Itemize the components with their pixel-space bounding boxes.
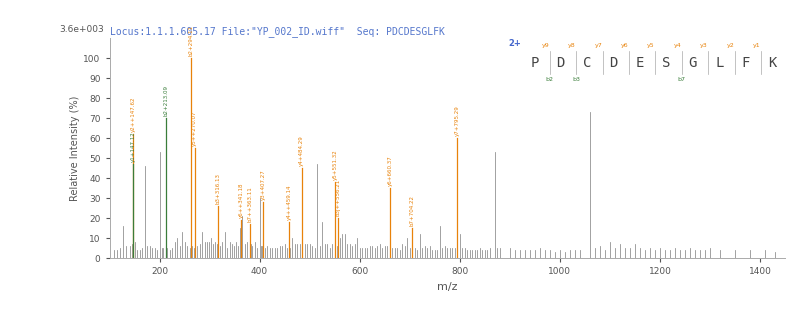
Text: b2: b2 [546,77,554,82]
Text: y4++459.14: y4++459.14 [286,185,292,220]
Text: b2+213.09: b2+213.09 [163,85,169,116]
Text: b7+704.22: b7+704.22 [410,195,414,226]
Text: y1: y1 [753,43,761,48]
Text: y5+551.32: y5+551.32 [333,149,338,180]
Text: L: L [715,56,723,69]
Text: b2+294.11: b2+294.11 [188,25,193,56]
Text: K: K [768,56,776,69]
Text: D: D [610,56,618,69]
Text: b7++363.11: b7++363.11 [247,187,252,222]
Text: b3+316.13: b3+316.13 [215,173,220,204]
Text: y5: y5 [647,43,655,48]
Text: b7: b7 [678,77,686,82]
Text: b3j++556.21: b3j++556.21 [335,179,340,216]
Text: b3: b3 [572,77,580,82]
Text: y6++341.18: y6++341.18 [238,183,244,218]
Text: y4: y4 [674,43,682,48]
Text: y3+407.27: y3+407.27 [261,169,266,200]
Y-axis label: Relative Intensity (%): Relative Intensity (%) [70,95,81,201]
Text: P: P [530,56,538,69]
Text: G: G [689,56,697,69]
Text: y1+147.12: y1+147.12 [130,131,135,162]
Text: D: D [557,56,565,69]
Text: C: C [583,56,591,69]
Text: y7: y7 [594,43,602,48]
Text: y3: y3 [700,43,708,48]
Text: S: S [662,56,670,69]
Text: E: E [636,56,644,69]
Text: y8: y8 [568,43,576,48]
Text: 3.6e+003: 3.6e+003 [59,25,103,34]
Text: y2++147.62: y2++147.62 [131,97,136,132]
Text: Locus:1.1.1.605.17 File:"YP_002_ID.wiff"  Seq: PDCDESGLFK: Locus:1.1.1.605.17 File:"YP_002_ID.wiff"… [110,26,444,37]
Text: y6+660.37: y6+660.37 [387,156,392,186]
Text: y6: y6 [621,43,629,48]
X-axis label: m/z: m/z [437,282,458,292]
Text: y7+795.29: y7+795.29 [455,105,460,136]
Text: y5++270.07: y5++270.07 [192,111,197,146]
Text: y4+484.29: y4+484.29 [299,136,304,166]
Text: F: F [742,56,750,69]
Text: y9: y9 [542,43,550,48]
Text: y2: y2 [726,43,734,48]
Text: 2+: 2+ [508,39,521,48]
